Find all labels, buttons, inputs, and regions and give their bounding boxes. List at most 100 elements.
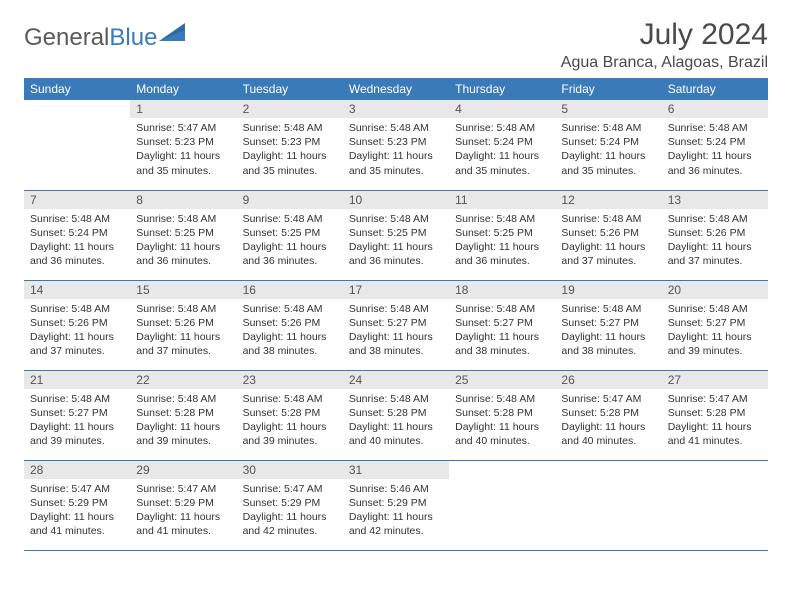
daylight-text: and 39 minutes. [243,434,337,448]
day-number: 24 [343,371,449,389]
weekday-header: Wednesday [343,78,449,100]
day-content: Sunrise: 5:48 AMSunset: 5:25 PMDaylight:… [237,209,343,273]
calendar-cell: 7Sunrise: 5:48 AMSunset: 5:24 PMDaylight… [24,190,130,280]
sunset-text: Sunset: 5:24 PM [561,135,655,149]
daylight-text: Daylight: 11 hours [243,149,337,163]
calendar-cell: 14Sunrise: 5:48 AMSunset: 5:26 PMDayligh… [24,280,130,370]
daylight-text: Daylight: 11 hours [455,149,549,163]
weekday-header: Monday [130,78,236,100]
sunrise-text: Sunrise: 5:48 AM [136,302,230,316]
daylight-text: and 35 minutes. [136,164,230,178]
sunrise-text: Sunrise: 5:48 AM [136,392,230,406]
day-content: Sunrise: 5:48 AMSunset: 5:24 PMDaylight:… [449,118,555,182]
daylight-text: Daylight: 11 hours [668,420,762,434]
daylight-text: Daylight: 11 hours [30,240,124,254]
day-number-empty [555,461,661,479]
weekday-header: Sunday [24,78,130,100]
calendar-cell: 9Sunrise: 5:48 AMSunset: 5:25 PMDaylight… [237,190,343,280]
daylight-text: Daylight: 11 hours [30,330,124,344]
calendar-cell [555,460,661,550]
daylight-text: and 36 minutes. [136,254,230,268]
daylight-text: and 41 minutes. [30,524,124,538]
sunset-text: Sunset: 5:27 PM [561,316,655,330]
day-content: Sunrise: 5:48 AMSunset: 5:24 PMDaylight:… [24,209,130,273]
day-number: 6 [662,100,768,118]
sunset-text: Sunset: 5:29 PM [30,496,124,510]
sunrise-text: Sunrise: 5:47 AM [30,482,124,496]
calendar-week-row: 7Sunrise: 5:48 AMSunset: 5:24 PMDaylight… [24,190,768,280]
day-number: 14 [24,281,130,299]
brand-name: GeneralBlue [24,24,157,52]
calendar-cell: 3Sunrise: 5:48 AMSunset: 5:23 PMDaylight… [343,100,449,190]
day-number: 21 [24,371,130,389]
calendar-cell: 15Sunrise: 5:48 AMSunset: 5:26 PMDayligh… [130,280,236,370]
calendar-cell: 22Sunrise: 5:48 AMSunset: 5:28 PMDayligh… [130,370,236,460]
sunset-text: Sunset: 5:28 PM [136,406,230,420]
calendar-cell: 10Sunrise: 5:48 AMSunset: 5:25 PMDayligh… [343,190,449,280]
day-content: Sunrise: 5:48 AMSunset: 5:28 PMDaylight:… [343,389,449,453]
sunrise-text: Sunrise: 5:48 AM [243,302,337,316]
day-number: 2 [237,100,343,118]
day-number: 5 [555,100,661,118]
calendar-cell: 17Sunrise: 5:48 AMSunset: 5:27 PMDayligh… [343,280,449,370]
day-number: 3 [343,100,449,118]
sunrise-text: Sunrise: 5:48 AM [349,392,443,406]
day-content: Sunrise: 5:48 AMSunset: 5:26 PMDaylight:… [662,209,768,273]
day-content: Sunrise: 5:47 AMSunset: 5:28 PMDaylight:… [555,389,661,453]
daylight-text: and 37 minutes. [561,254,655,268]
sunset-text: Sunset: 5:24 PM [455,135,549,149]
sunrise-text: Sunrise: 5:48 AM [455,212,549,226]
day-number: 12 [555,191,661,209]
day-content: Sunrise: 5:48 AMSunset: 5:26 PMDaylight:… [24,299,130,363]
daylight-text: Daylight: 11 hours [243,510,337,524]
weekday-header: Tuesday [237,78,343,100]
calendar-cell: 18Sunrise: 5:48 AMSunset: 5:27 PMDayligh… [449,280,555,370]
daylight-text: and 40 minutes. [455,434,549,448]
daylight-text: and 35 minutes. [561,164,655,178]
day-number: 27 [662,371,768,389]
day-content: Sunrise: 5:48 AMSunset: 5:24 PMDaylight:… [662,118,768,182]
sunrise-text: Sunrise: 5:48 AM [30,302,124,316]
day-content: Sunrise: 5:48 AMSunset: 5:23 PMDaylight:… [343,118,449,182]
brand-logo: GeneralBlue [24,24,185,52]
calendar-cell: 16Sunrise: 5:48 AMSunset: 5:26 PMDayligh… [237,280,343,370]
sunrise-text: Sunrise: 5:48 AM [455,302,549,316]
sunset-text: Sunset: 5:23 PM [349,135,443,149]
brand-triangle-icon [159,23,185,46]
day-content: Sunrise: 5:48 AMSunset: 5:25 PMDaylight:… [343,209,449,273]
daylight-text: Daylight: 11 hours [561,240,655,254]
calendar-week-row: 28Sunrise: 5:47 AMSunset: 5:29 PMDayligh… [24,460,768,550]
calendar-cell: 8Sunrise: 5:48 AMSunset: 5:25 PMDaylight… [130,190,236,280]
sunset-text: Sunset: 5:24 PM [668,135,762,149]
day-number: 1 [130,100,236,118]
daylight-text: Daylight: 11 hours [455,330,549,344]
daylight-text: and 42 minutes. [349,524,443,538]
daylight-text: Daylight: 11 hours [455,420,549,434]
day-number: 18 [449,281,555,299]
day-content: Sunrise: 5:48 AMSunset: 5:25 PMDaylight:… [130,209,236,273]
sunrise-text: Sunrise: 5:48 AM [561,302,655,316]
day-content: Sunrise: 5:48 AMSunset: 5:28 PMDaylight:… [237,389,343,453]
day-content: Sunrise: 5:47 AMSunset: 5:29 PMDaylight:… [24,479,130,543]
day-content: Sunrise: 5:48 AMSunset: 5:24 PMDaylight:… [555,118,661,182]
daylight-text: Daylight: 11 hours [561,420,655,434]
calendar-cell: 30Sunrise: 5:47 AMSunset: 5:29 PMDayligh… [237,460,343,550]
daylight-text: Daylight: 11 hours [243,330,337,344]
day-number: 17 [343,281,449,299]
sunset-text: Sunset: 5:27 PM [668,316,762,330]
day-number: 22 [130,371,236,389]
daylight-text: Daylight: 11 hours [136,510,230,524]
day-content: Sunrise: 5:47 AMSunset: 5:28 PMDaylight:… [662,389,768,453]
sunset-text: Sunset: 5:28 PM [668,406,762,420]
calendar-week-row: 1Sunrise: 5:47 AMSunset: 5:23 PMDaylight… [24,100,768,190]
calendar-cell: 23Sunrise: 5:48 AMSunset: 5:28 PMDayligh… [237,370,343,460]
daylight-text: and 38 minutes. [455,344,549,358]
calendar-page: GeneralBlue July 2024 Agua Branca, Alago… [0,0,792,563]
weekday-header: Friday [555,78,661,100]
daylight-text: Daylight: 11 hours [243,240,337,254]
day-number: 7 [24,191,130,209]
day-content: Sunrise: 5:48 AMSunset: 5:27 PMDaylight:… [449,299,555,363]
daylight-text: and 35 minutes. [349,164,443,178]
calendar-cell: 6Sunrise: 5:48 AMSunset: 5:24 PMDaylight… [662,100,768,190]
sunset-text: Sunset: 5:25 PM [455,226,549,240]
